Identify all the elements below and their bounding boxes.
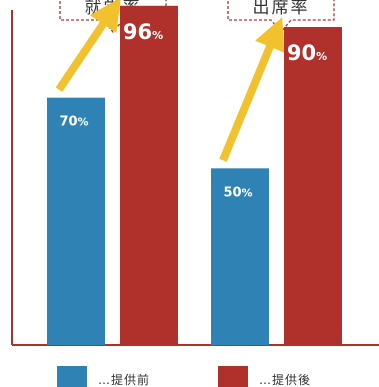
legend-swatch-before [57,366,87,387]
bar-value-label: 70% [59,115,88,130]
bar-before-0 [47,97,105,346]
legend-label-before: …提供前 [98,372,150,387]
increase-arrow [55,0,121,92]
category-label-1: 出席率 [253,0,310,18]
bar-after-1 [284,27,342,345]
legend-swatch-after [218,366,248,387]
bar-after-0 [120,5,178,346]
bar-value-label: 90% [287,41,327,65]
bar-value-label: 96% [123,20,163,44]
increase-arrow [219,17,285,162]
bar-value-label: 50% [223,185,252,200]
bar-before-1 [211,168,269,345]
legend-label-after: …提供後 [259,372,311,387]
